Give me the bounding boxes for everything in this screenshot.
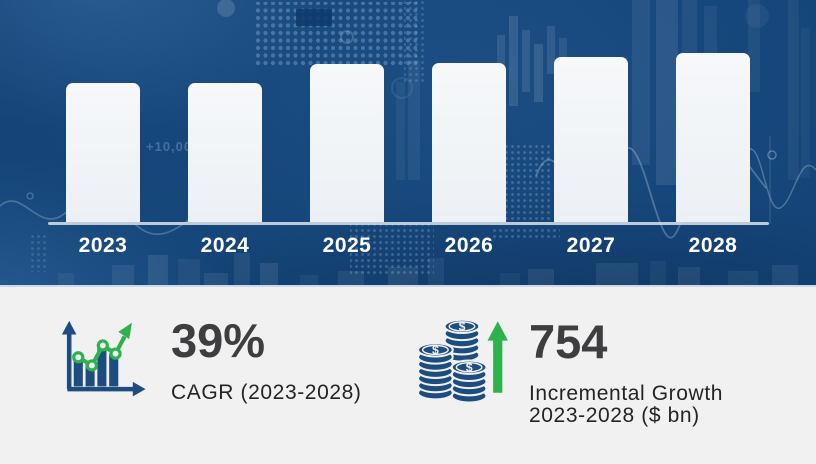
x-axis-line (48, 222, 769, 225)
svg-text:$: $ (432, 343, 439, 357)
incremental-growth-value: 754 (529, 315, 608, 368)
chart-section: +10,000 2023 2024 2025 2026 2027 2028 (0, 0, 816, 285)
up-arrow-icon (487, 321, 508, 393)
bar-2028 (676, 53, 750, 222)
bar-2026 (432, 63, 506, 222)
bar-chart: 2023 2024 2025 2026 2027 2028 (66, 0, 750, 257)
year-label-2024: 2024 (200, 234, 250, 257)
incremental-growth-label-line2: 2023-2028 ($ bn) (529, 404, 700, 427)
watermark-text: +10,000 (146, 139, 201, 154)
incremental-growth-label-line1: Incremental Growth (529, 382, 724, 405)
year-label-2023: 2023 (78, 234, 128, 257)
bar-slot-2026: 2026 (432, 0, 506, 257)
coin-stack-front: $ (450, 359, 488, 403)
bar-slot-2023: 2023 (66, 0, 140, 257)
coins-up-arrow-icon: $ $ (417, 318, 508, 403)
year-label-2027: 2027 (566, 234, 616, 257)
svg-text:$: $ (466, 360, 473, 374)
bar-2024 (188, 83, 262, 222)
year-label-2025: 2025 (322, 234, 372, 257)
bar-2027 (554, 57, 628, 222)
growth-chart-icon (61, 320, 146, 397)
bar-2025 (310, 64, 384, 222)
incremental-growth-label: Incremental Growth 2023-2028 ($ bn) (529, 383, 723, 427)
year-label-2028: 2028 (688, 234, 738, 257)
bar-slot-2024: 2024 (188, 0, 262, 257)
bar-slot-2027: 2027 (554, 0, 628, 257)
bar-slot-2025: 2025 (310, 0, 384, 257)
coin-stack-left: $ (417, 342, 454, 401)
section-divider (0, 285, 816, 287)
stats-panel: 39% CAGR (2023-2028) $ (0, 287, 816, 464)
bar-slot-2028: 2028 (676, 0, 750, 257)
svg-text:$: $ (459, 319, 466, 333)
equalizer-bars (58, 253, 798, 285)
cagr-value: 39% (171, 314, 266, 367)
year-label-2026: 2026 (444, 234, 494, 257)
cagr-label: CAGR (2023-2028) (171, 381, 362, 404)
bar-2023 (66, 83, 140, 222)
